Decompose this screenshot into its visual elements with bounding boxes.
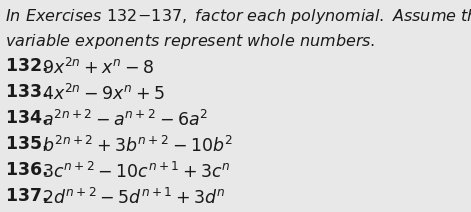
Text: $\mathbf{132.}$: $\mathbf{132.}$ — [5, 58, 48, 75]
Text: $\mathbf{133.}$: $\mathbf{133.}$ — [5, 84, 48, 101]
Text: $\it{variable\ exponents\ represent\ whole\ numbers.}$: $\it{variable\ exponents\ represent\ who… — [5, 32, 375, 51]
Text: $\mathbf{134.}$: $\mathbf{134.}$ — [5, 110, 48, 127]
Text: $\mathbf{137.}$: $\mathbf{137.}$ — [5, 188, 48, 205]
Text: $2d^{n+2}-5d^{n+1}+3d^{n}$: $2d^{n+2}-5d^{n+1}+3d^{n}$ — [42, 188, 226, 208]
Text: $a^{2n+2}-a^{n+2}-6a^{2}$: $a^{2n+2}-a^{n+2}-6a^{2}$ — [42, 110, 209, 130]
Text: $\mathbf{135.}$: $\mathbf{135.}$ — [5, 136, 48, 153]
Text: $4x^{2n}-9x^{n}+5$: $4x^{2n}-9x^{n}+5$ — [42, 84, 165, 104]
Text: $\mathbf{136.}$: $\mathbf{136.}$ — [5, 162, 48, 179]
Text: $9x^{2n}+x^{n}-8$: $9x^{2n}+x^{n}-8$ — [42, 58, 154, 78]
Text: $b^{2n+2}+3b^{n+2}-10b^{2}$: $b^{2n+2}+3b^{n+2}-10b^{2}$ — [42, 136, 233, 156]
Text: $\it{In\ Exercises\ 132\!-\!137,\ factor\ each\ polynomial.\ Assume\ that\ all}$: $\it{In\ Exercises\ 132\!-\!137,\ factor… — [5, 7, 471, 26]
Text: $3c^{n+2}-10c^{n+1}+3c^{n}$: $3c^{n+2}-10c^{n+1}+3c^{n}$ — [42, 162, 231, 182]
